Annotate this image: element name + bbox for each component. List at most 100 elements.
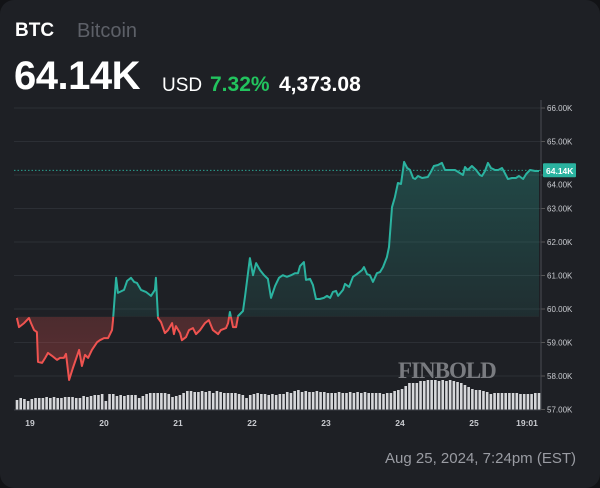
x-tick-label: 22 (247, 418, 257, 428)
volume-bar (419, 381, 422, 410)
volume-bar (496, 393, 500, 410)
volume-bar (326, 393, 330, 410)
volume-bar (322, 392, 326, 410)
volume-bar (63, 397, 67, 410)
volume-bar (537, 393, 541, 410)
volume-bar (515, 393, 519, 410)
volume-bar (193, 392, 197, 410)
volume-bar (141, 396, 145, 410)
area-fill-up (113, 161, 539, 317)
volume-bar (171, 397, 174, 410)
volume-bar (367, 393, 371, 410)
volume-bar (215, 391, 219, 410)
volume-bar (89, 396, 93, 410)
volume-bar (456, 382, 459, 410)
volume-bar (93, 395, 97, 410)
y-tick-label: 64.00K (547, 180, 573, 189)
volume-bar (511, 393, 515, 410)
volume-bar (200, 391, 204, 410)
volume-bar (448, 380, 452, 410)
volume-bar (74, 398, 78, 410)
volume-bar (248, 395, 252, 410)
x-tick-label: 21 (173, 418, 183, 428)
volume-bar (478, 390, 482, 410)
volume-bar (393, 391, 396, 410)
volume-bar (371, 393, 374, 410)
volume-bar (271, 394, 274, 410)
volume-bar (34, 398, 37, 410)
volume-bar (86, 397, 89, 410)
volume-bar (219, 392, 222, 410)
volume-bar (130, 395, 134, 410)
currency-label: USD (162, 75, 203, 96)
x-tick-label: 25 (469, 418, 479, 428)
y-tick-label: 61.00K (547, 272, 573, 281)
volume-bar (300, 392, 304, 410)
volume-bar (67, 397, 71, 410)
volume-bar (274, 395, 278, 410)
volume-bar (415, 383, 419, 410)
volume-bar (230, 393, 234, 410)
last-price-label: 64.14K (546, 166, 574, 176)
volume-bar (56, 398, 60, 410)
volume-bar (152, 393, 156, 410)
volume-bar (237, 394, 241, 410)
volume-bar (363, 392, 367, 410)
volume-bar (41, 398, 45, 410)
volume-bar (504, 393, 507, 410)
ticker-symbol: BTC (15, 20, 55, 41)
volume-bar (293, 391, 296, 410)
volume-bar (533, 393, 537, 410)
volume-bar (441, 380, 445, 410)
y-tick-label: 65.00K (547, 138, 573, 147)
volume-bar (278, 394, 282, 410)
volume-bar (319, 392, 322, 410)
volume-bar (185, 391, 189, 410)
timestamp-caption: Aug 25, 2024, 7:24pm (EST) (385, 450, 576, 467)
volume-bar (422, 381, 426, 410)
volume-bar (397, 390, 400, 410)
volume-bar (123, 396, 126, 410)
volume-bar (285, 392, 289, 410)
x-tick-label: 24 (395, 418, 405, 428)
volume-bar (204, 392, 208, 410)
volume-bar (234, 393, 237, 410)
volume-bar (52, 397, 56, 410)
volume-bar (519, 394, 522, 410)
volume-bar (426, 380, 430, 410)
volume-bar (160, 393, 163, 410)
volume-bar (156, 393, 159, 410)
volume-bar (352, 393, 356, 410)
volume-bar (356, 392, 359, 410)
volume-bar (211, 393, 215, 410)
volume-bar (30, 399, 34, 410)
y-tick-label: 66.00K (547, 104, 573, 113)
y-tick-label: 59.00K (547, 339, 573, 348)
y-tick-label: 60.00K (547, 305, 573, 314)
x-tick-label: 23 (321, 418, 331, 428)
volume-bar (148, 393, 152, 410)
volume-bar (297, 390, 300, 410)
volume-bar (508, 393, 511, 410)
volume-bar (37, 398, 41, 410)
volume-bar (337, 392, 341, 410)
volume-bar (115, 396, 119, 410)
volume-bar (174, 396, 178, 410)
volume-bar (241, 395, 245, 410)
volume-bar (226, 393, 230, 410)
volume-bar (134, 395, 137, 410)
volume-bar (78, 398, 82, 410)
volume-bar (197, 392, 200, 410)
volume-bar (452, 381, 456, 410)
volume-bar (189, 391, 193, 410)
volume-bar (345, 393, 348, 410)
volume-bar (378, 393, 382, 410)
volume-bar (167, 394, 171, 410)
volume-bar (267, 395, 271, 410)
change-absolute: 4,373.08 (279, 73, 361, 96)
volume-bar (208, 391, 211, 410)
volume-bar (530, 394, 533, 410)
volume-bar (526, 394, 530, 410)
volume-bar (434, 380, 437, 410)
